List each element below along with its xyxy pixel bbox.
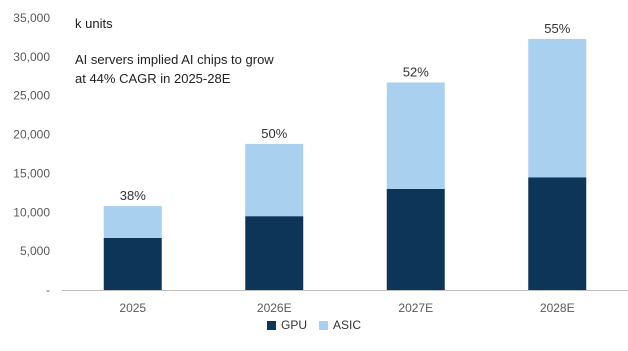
bar-gpu-2028e: [528, 177, 587, 290]
bar-gpu-2027e: [386, 188, 445, 290]
legend: GPU ASIC: [0, 318, 628, 332]
x-tick-label: 2025: [119, 301, 146, 315]
legend-label-asic: ASIC: [333, 318, 362, 332]
y-tick-label: -: [46, 283, 50, 297]
x-tick-label: 2028E: [540, 301, 575, 315]
legend-label-gpu: GPU: [280, 318, 307, 332]
x-tick-label: 2027E: [398, 301, 433, 315]
bar-asic-2028e: [528, 38, 587, 178]
x-tick-label: 2026E: [257, 301, 292, 315]
y-tick-label: 15,000: [13, 166, 50, 180]
y-tick-label: 35,000: [13, 11, 50, 25]
bar-gpu-2026e: [245, 216, 304, 290]
bar-asic-2027e: [386, 82, 445, 189]
bar-gpu-2025: [103, 237, 162, 290]
bar-asic-2025: [103, 206, 162, 238]
bar-share-label: 55%: [544, 21, 570, 36]
bar-share-label: 50%: [261, 126, 287, 141]
y-tick-label: 25,000: [13, 89, 50, 103]
legend-swatch-asic: [319, 320, 328, 330]
y-tick-label: 20,000: [13, 128, 50, 142]
y-tick-label: 30,000: [13, 50, 50, 64]
unit-label: k units: [75, 16, 113, 31]
legend-swatch-gpu: [266, 320, 276, 330]
y-tick-label: 10,000: [13, 205, 50, 219]
annotation-line-2: at 44% CAGR in 2025-28E: [75, 71, 231, 86]
y-tick-label: 5,000: [20, 244, 50, 258]
bar-asic-2026e: [245, 143, 304, 217]
legend-item-gpu: GPU: [266, 318, 307, 332]
bar-share-label: 52%: [403, 65, 429, 80]
bar-share-label: 38%: [120, 188, 146, 203]
legend-item-asic: ASIC: [319, 318, 361, 332]
annotation-line-1: AI servers implied AI chips to grow: [75, 52, 274, 67]
